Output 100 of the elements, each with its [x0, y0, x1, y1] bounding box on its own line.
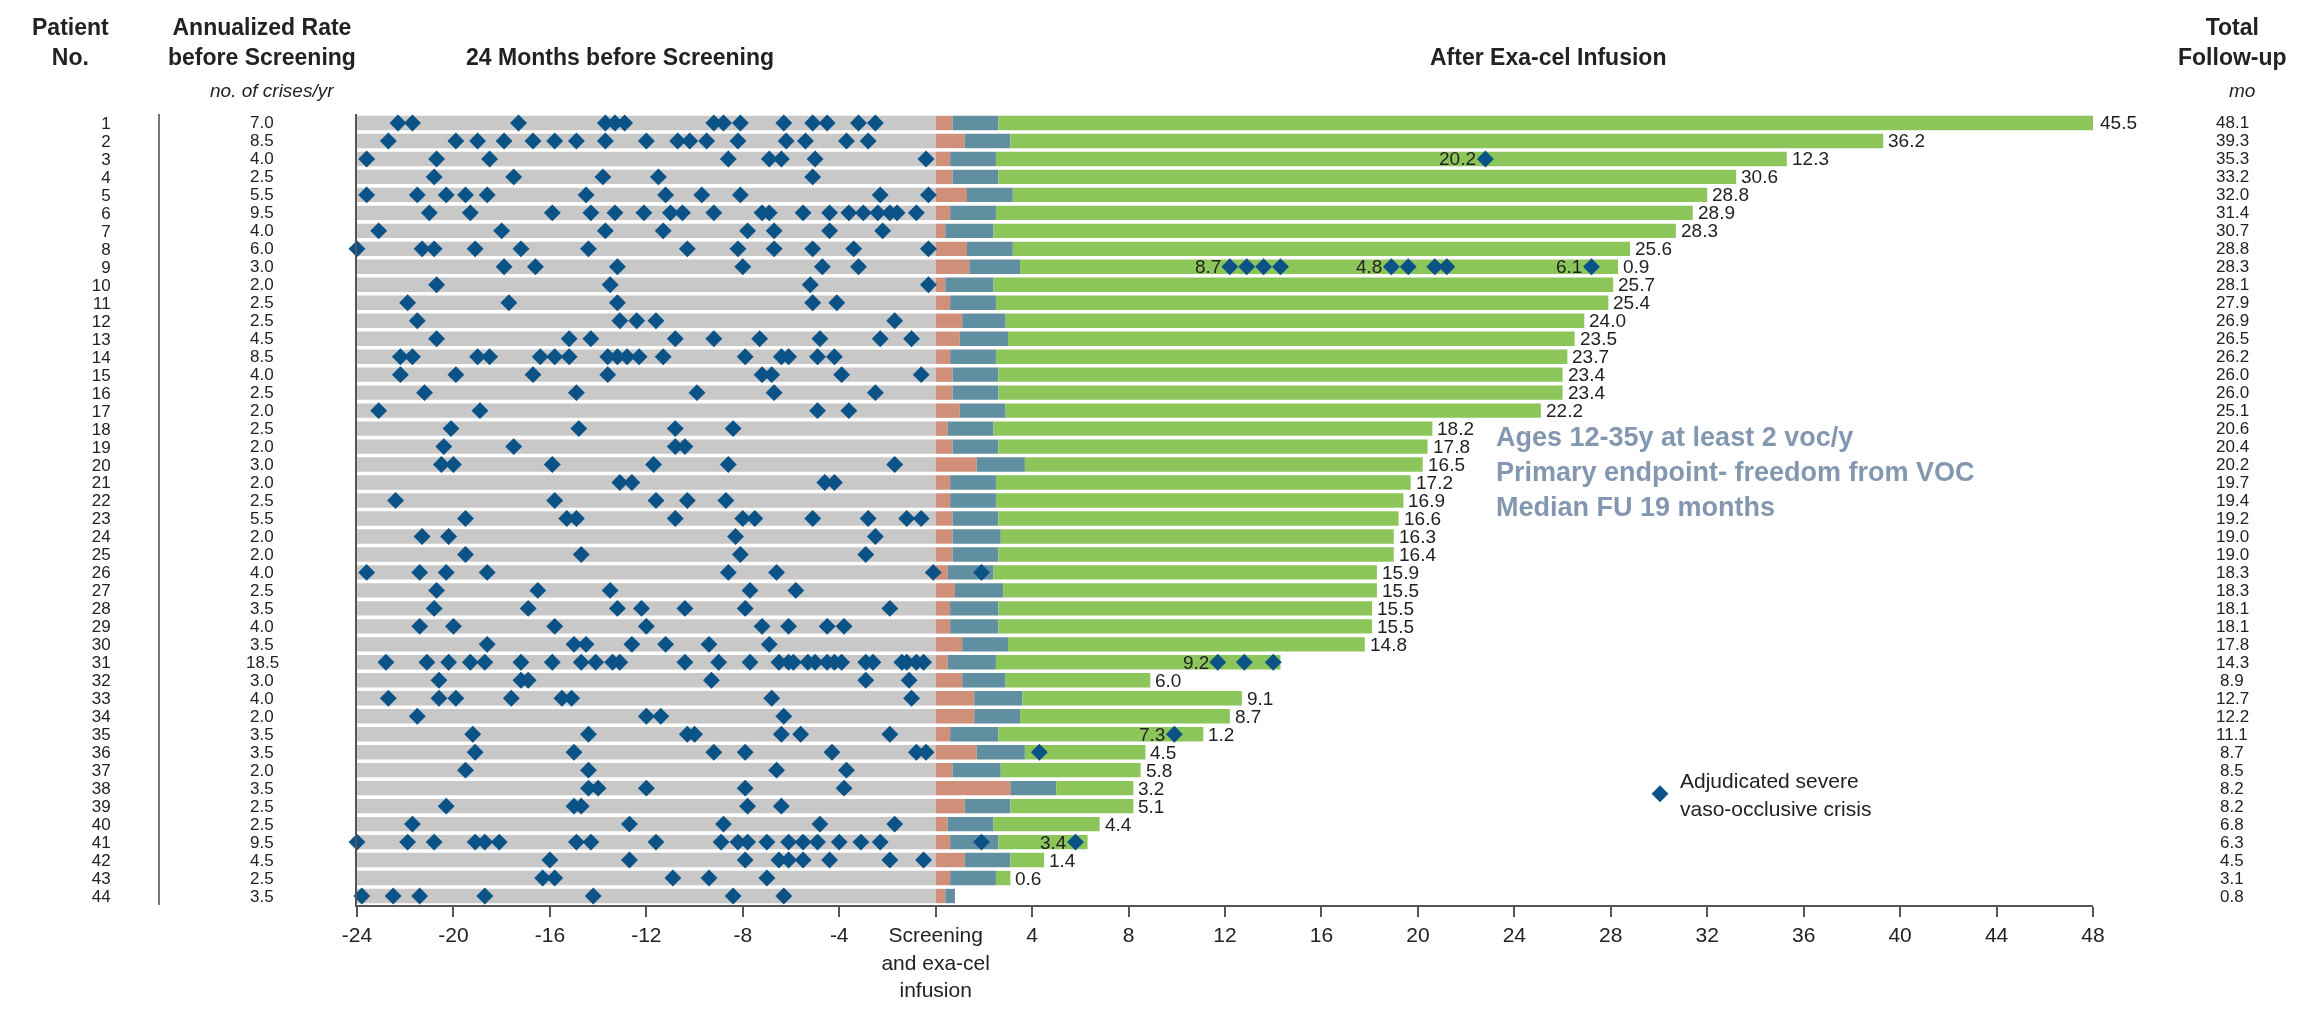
bar	[357, 493, 936, 508]
bar	[935, 439, 953, 454]
y-tick-label: 8	[101, 239, 111, 259]
text: 27.9	[2216, 293, 2250, 312]
text: 2.5	[250, 293, 274, 312]
text: 3.5	[250, 887, 274, 906]
y-tick-label: 34	[91, 707, 111, 727]
bar	[935, 762, 953, 778]
text: 26.2	[2216, 347, 2250, 366]
text: 8.5	[2220, 761, 2244, 780]
y-tick-label: 13	[91, 329, 111, 349]
bar	[952, 169, 999, 185]
bar	[935, 583, 955, 598]
bar	[1005, 313, 1585, 328]
text: 17.8	[2216, 635, 2250, 654]
bar	[935, 637, 963, 652]
y-tick-label: 32	[91, 671, 111, 691]
text: 19.2	[2216, 509, 2250, 528]
bar	[935, 349, 951, 364]
text: 4.0	[250, 689, 274, 708]
y-tick-label: 40	[91, 815, 111, 835]
y-tick-label: 44	[91, 886, 111, 906]
bar	[935, 816, 948, 832]
text: 28.8	[2216, 239, 2250, 258]
text: 19.0	[2216, 545, 2250, 564]
annotation: 4.8	[1356, 256, 1383, 277]
bar	[995, 295, 1609, 310]
text: Patient No.	[32, 14, 110, 70]
y-tick-label: 16	[91, 383, 111, 403]
bar	[1056, 780, 1134, 796]
y-tick-label: 37	[91, 761, 111, 781]
text: 3.5	[250, 599, 274, 618]
bar	[935, 511, 953, 526]
bar	[935, 493, 951, 508]
annotation: 3.4	[1040, 832, 1067, 853]
text: 6.8	[2220, 815, 2244, 834]
annotation: 9.2	[1183, 652, 1210, 673]
bar	[995, 655, 1281, 670]
text: 20.2	[2216, 455, 2250, 474]
bar	[952, 511, 999, 526]
data-label: 8.7	[1235, 706, 1262, 727]
y-tick-label: 41	[91, 833, 111, 853]
text: 5.5	[250, 185, 274, 204]
y-tick-label: 39	[91, 797, 111, 817]
bar	[1024, 457, 1423, 472]
text: Total Follow-up	[2178, 14, 2287, 70]
text: 3.5	[250, 779, 274, 798]
x-tick-label: 36	[1791, 923, 1816, 947]
bar	[1005, 403, 1541, 418]
data-label: 4.4	[1105, 814, 1132, 835]
data-label: 23.7	[1572, 346, 1609, 367]
text: 26.9	[2216, 311, 2250, 330]
bar	[935, 331, 960, 346]
bar	[995, 205, 1693, 221]
text: 4.0	[250, 617, 274, 636]
bar	[357, 475, 936, 490]
data-label: 15.9	[1382, 562, 1419, 583]
bar	[935, 601, 951, 616]
bar	[1000, 762, 1141, 778]
text: 20.4	[2216, 437, 2250, 456]
annotation: 1.2	[1208, 724, 1235, 745]
bar	[998, 367, 1563, 382]
text: 39.3	[2216, 131, 2250, 150]
bar	[950, 493, 996, 508]
data-label: 15.5	[1377, 616, 1414, 637]
bar	[962, 673, 1006, 688]
bar	[993, 816, 1100, 832]
bar	[976, 457, 1025, 472]
text: 2.0	[250, 437, 274, 456]
bar	[357, 798, 936, 814]
text: 2.5	[250, 311, 274, 330]
y-tick-label: 18	[91, 419, 111, 439]
bar	[357, 277, 936, 292]
bar	[995, 870, 1011, 886]
y-tick-label: 3	[101, 149, 111, 169]
data-label: 5.8	[1146, 760, 1173, 781]
data-label: 17.2	[1416, 472, 1453, 493]
text: 24 Months before Screening	[466, 44, 775, 70]
y-tick-label: 22	[91, 491, 111, 511]
bar	[935, 547, 953, 562]
text: 4.5	[250, 329, 274, 348]
text: 7.0	[250, 113, 274, 132]
data-label: 16.6	[1404, 508, 1441, 529]
bar	[950, 870, 996, 886]
text: 30.7	[2216, 221, 2250, 240]
bar	[935, 798, 965, 814]
data-label: 9.1	[1247, 688, 1274, 709]
bar	[935, 475, 951, 490]
data-label: 28.3	[1681, 220, 1718, 241]
data-label: 25.6	[1635, 238, 1672, 259]
text: 2.5	[250, 581, 274, 600]
bar	[993, 421, 1433, 436]
text: 19.7	[2216, 473, 2250, 492]
data-label: 1.4	[1049, 850, 1076, 871]
bar	[935, 655, 948, 670]
bar	[935, 295, 951, 310]
y-tick-label: 33	[91, 689, 111, 709]
text: 28.1	[2216, 275, 2250, 294]
bar	[935, 421, 948, 436]
bar	[962, 313, 1006, 328]
